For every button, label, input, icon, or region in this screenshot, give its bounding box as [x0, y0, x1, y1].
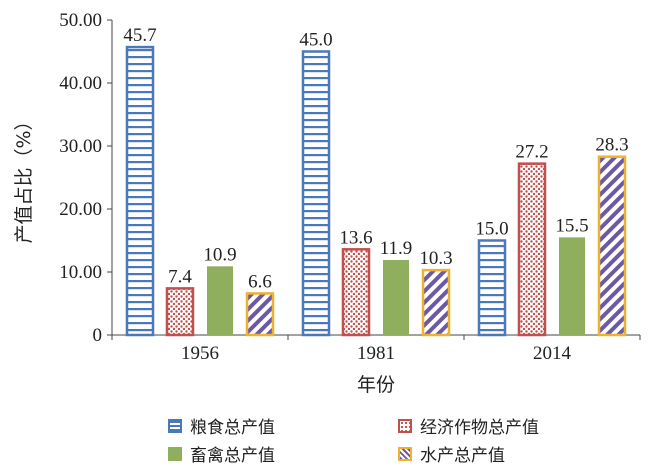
- data-label: 11.9: [380, 238, 413, 259]
- y-tick-label: 0: [93, 325, 103, 346]
- bar: [383, 260, 409, 335]
- data-label: 45.0: [299, 30, 332, 51]
- legend-item-livestock: 畜禽总产值: [168, 441, 275, 466]
- bar: [421, 268, 451, 337]
- legend-item-grain: 粮食总产值: [168, 413, 275, 438]
- bar: [597, 155, 627, 337]
- data-label: 13.6: [339, 227, 372, 248]
- legend-swatch-cash-crops: [398, 418, 412, 433]
- data-label: 10.9: [203, 244, 236, 265]
- bar: [559, 237, 585, 335]
- axes: 0 10.00 20.00 30.00 40.00 50.00 产值占比（%） 1956 198…: [13, 10, 641, 396]
- data-label: 28.3: [595, 135, 628, 156]
- y-tick-label: 50.00: [59, 10, 102, 31]
- legend-item-aquatic: 水产总产值: [398, 441, 505, 466]
- legend-label-cash-crops: 经济作物总产值: [420, 418, 539, 438]
- y-tick-label: 10.00: [59, 262, 102, 283]
- data-labels: 45.7 7.4 10.9 6.6 45.0 13.6 11.9 10.3 15.0 27.2 15…: [123, 25, 628, 292]
- x-tick-label: 1956: [181, 343, 219, 364]
- bar: [517, 162, 547, 337]
- bar: [301, 50, 331, 337]
- bars: [125, 45, 627, 337]
- legend-label-aquatic: 水产总产值: [420, 446, 505, 466]
- data-label: 15.0: [475, 219, 508, 240]
- y-tick-label: 20.00: [59, 199, 102, 220]
- x-axis-label: 年份: [357, 374, 395, 396]
- bar: [207, 266, 233, 335]
- bar: [245, 292, 275, 337]
- data-label: 7.4: [168, 266, 192, 287]
- legend-label-livestock: 畜禽总产值: [190, 446, 275, 466]
- bar: [125, 45, 155, 337]
- bar: [165, 287, 195, 337]
- data-label: 10.3: [419, 248, 452, 269]
- bar: [341, 248, 371, 337]
- legend-swatch-livestock: [168, 446, 182, 461]
- legend-item-cash-crops: 经济作物总产值: [398, 413, 539, 438]
- data-label: 27.2: [515, 142, 548, 163]
- data-label: 45.7: [123, 25, 156, 46]
- data-label: 6.6: [248, 271, 272, 292]
- legend-swatch-aquatic: [398, 446, 412, 461]
- y-tick-label: 30.00: [59, 136, 102, 157]
- legend-label-grain: 粮食总产值: [190, 418, 275, 438]
- data-label: 15.5: [555, 215, 588, 236]
- y-tick-label: 40.00: [59, 73, 102, 94]
- x-tick-label: 1981: [357, 343, 395, 364]
- y-axis-label: 产值占比（%）: [13, 111, 35, 243]
- legend-swatch-grain: [168, 418, 182, 433]
- x-tick-label: 2014: [533, 343, 572, 364]
- bar: [477, 239, 507, 337]
